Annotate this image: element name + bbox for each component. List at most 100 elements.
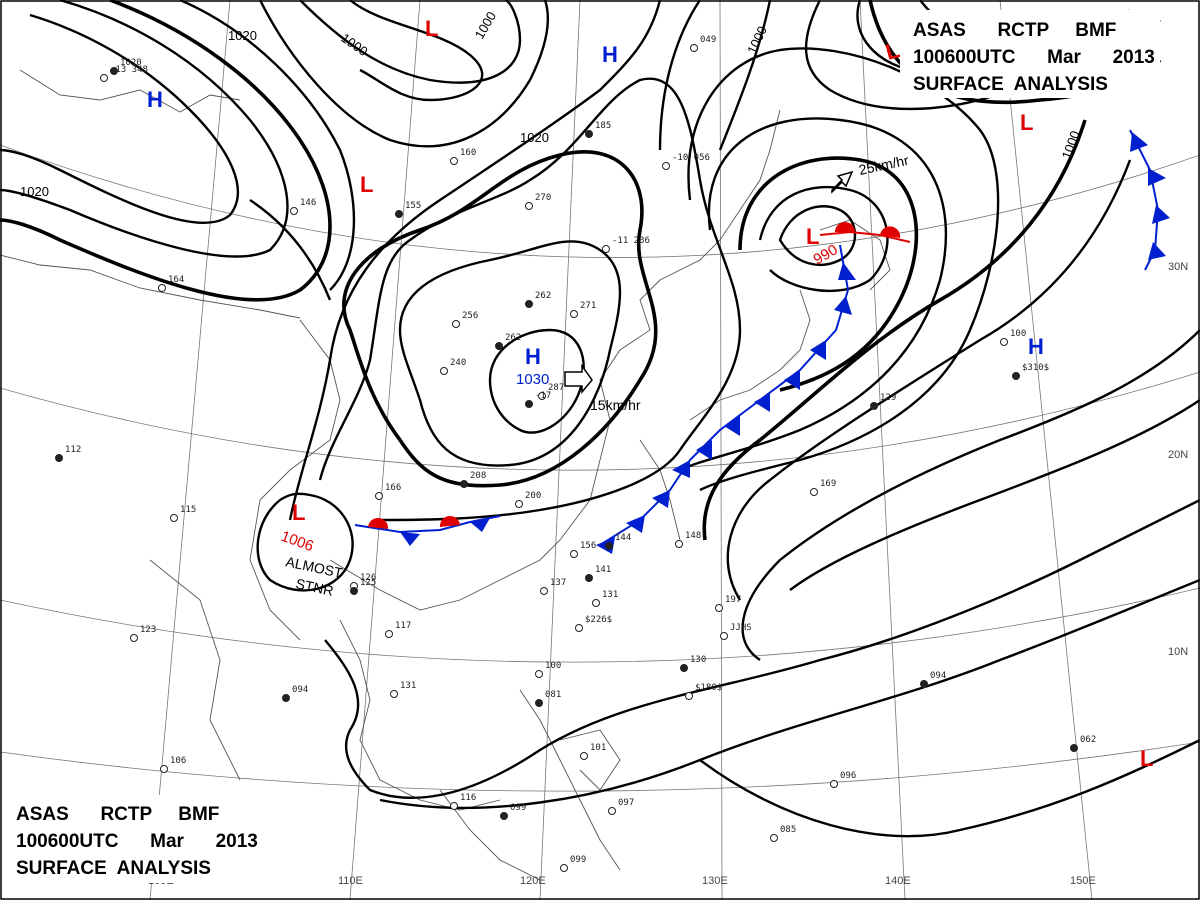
- station-marker: [920, 680, 928, 688]
- station-label: $310$: [1022, 363, 1049, 373]
- station-label: 137: [550, 578, 566, 588]
- station-label: 197: [725, 595, 741, 605]
- high-motion-label: 15km/hr: [590, 397, 641, 413]
- station-label: $226$: [585, 615, 612, 625]
- station-marker: [130, 634, 138, 642]
- isobars: [0, 0, 1200, 838]
- station-label: 100: [1010, 329, 1026, 339]
- station-label: -11 236: [612, 236, 650, 246]
- station-marker: [158, 284, 166, 292]
- high-center: H: [147, 87, 163, 112]
- station-label: 126: [360, 573, 376, 583]
- longitude-label: 110E: [338, 875, 363, 887]
- station-label: 099: [570, 855, 586, 865]
- header-top: ASAS RCTP BMF 100600UTC Mar 2013 SURFACE…: [900, 10, 1160, 98]
- station-label: 129: [880, 393, 896, 403]
- station-label: 131: [602, 590, 618, 600]
- station-marker: [580, 752, 588, 760]
- station-label: 271: [580, 301, 596, 311]
- station-label: 148: [685, 531, 701, 541]
- station-marker: [375, 492, 383, 500]
- station-label: JJHS: [730, 623, 752, 633]
- station-marker: [55, 454, 63, 462]
- station-label: 115: [180, 505, 196, 515]
- station-label: 146: [300, 198, 316, 208]
- station-label: 256: [462, 311, 478, 321]
- longitude-label: 140E: [885, 875, 911, 887]
- station-label: 270: [535, 193, 551, 203]
- station-marker: [560, 864, 568, 872]
- station-marker: [720, 632, 728, 640]
- station-marker: [452, 320, 460, 328]
- station-label: $180$: [695, 683, 722, 693]
- latitude-label: 20N: [1168, 449, 1188, 461]
- low-center: L: [883, 37, 902, 65]
- station-label: 094: [930, 671, 946, 681]
- station-marker: [538, 392, 546, 400]
- station-marker: [525, 400, 533, 408]
- longitude-label: 120E: [520, 875, 546, 887]
- header-line: ASAS RCTP BMF: [16, 804, 219, 825]
- low-center: L: [292, 500, 305, 525]
- station-marker: [830, 780, 838, 788]
- latitude-label: 30N: [1168, 261, 1188, 273]
- station-marker: [385, 630, 393, 638]
- longitude-label: 130E: [702, 875, 728, 887]
- station-label: 185: [595, 121, 611, 131]
- station-label: 081: [545, 690, 561, 700]
- station-label: 062: [1080, 735, 1096, 745]
- station-marker: [1000, 338, 1008, 346]
- station-marker: [450, 157, 458, 165]
- low-center: L: [1020, 110, 1033, 135]
- station-marker: [440, 367, 448, 375]
- latitude-label: 10N: [1168, 646, 1188, 658]
- station-marker: [715, 604, 723, 612]
- station-label: 1020: [120, 58, 142, 68]
- header-line: SURFACE ANALYSIS: [16, 858, 211, 879]
- isobar-label: 1020: [20, 184, 49, 199]
- station-marker: [1070, 744, 1078, 752]
- high-pressure-value: 1030: [516, 371, 549, 388]
- high-center: H: [602, 42, 618, 67]
- station-marker: [605, 542, 613, 550]
- station-marker: [390, 690, 398, 698]
- motion-arrow-icon: [564, 363, 593, 395]
- station-label: -10 056: [672, 153, 710, 163]
- station-label: 112: [65, 445, 81, 455]
- station-marker: [460, 480, 468, 488]
- station-label: 101: [590, 743, 606, 753]
- station-label: 144: [615, 533, 631, 543]
- station-label: 096: [840, 771, 856, 781]
- low-center: L: [360, 172, 373, 197]
- header-line: 100600UTC Mar 2013: [913, 47, 1155, 68]
- station-marker: [1012, 372, 1020, 380]
- station-label: 166: [385, 483, 401, 493]
- station-marker: [170, 514, 178, 522]
- station-marker: [570, 550, 578, 558]
- station-marker: [515, 500, 523, 508]
- station-label: 130: [690, 655, 706, 665]
- station-label: 160: [460, 148, 476, 158]
- station-marker: [525, 202, 533, 210]
- station-label: 155: [405, 201, 421, 211]
- station-marker: [770, 834, 778, 842]
- station-marker: [690, 44, 698, 52]
- station-label: 116: [460, 793, 476, 803]
- station-label: 106: [170, 756, 186, 766]
- station-label: 085: [780, 825, 796, 835]
- station-label: 262: [505, 333, 521, 343]
- header-bottom: ASAS RCTP BMF 100600UTC Mar 2013 SURFACE…: [10, 795, 300, 883]
- station-marker: [450, 802, 458, 810]
- station-marker: [525, 300, 533, 308]
- station-label: 094: [292, 685, 308, 695]
- station-label: 141: [595, 565, 611, 575]
- high-center: H: [1028, 334, 1044, 359]
- station-marker: [585, 130, 593, 138]
- station-marker: [160, 765, 168, 773]
- station-marker: [570, 310, 578, 318]
- low-center: L: [1140, 746, 1153, 771]
- station-marker: [575, 624, 583, 632]
